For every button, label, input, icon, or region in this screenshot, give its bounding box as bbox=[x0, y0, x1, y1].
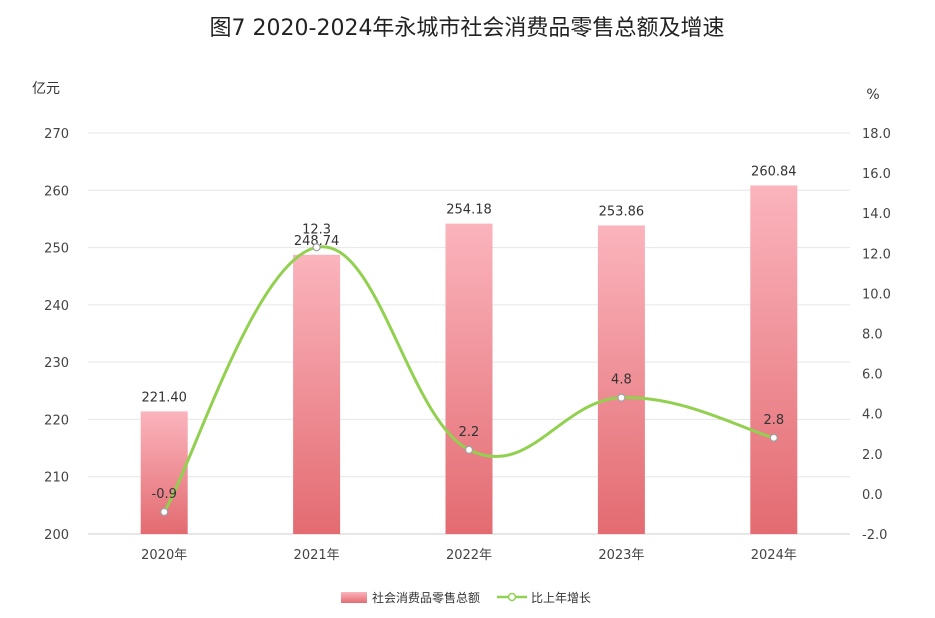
x-tick-label: 2020年 bbox=[141, 548, 187, 563]
left-tick-label: 250 bbox=[44, 242, 69, 257]
right-tick-label: 10.0 bbox=[862, 287, 891, 302]
line-series: -0.9 12.3 2.2 4.8 2.8 bbox=[152, 222, 784, 517]
x-tick-label: 2022年 bbox=[446, 548, 492, 563]
right-tick-label: 16.0 bbox=[862, 167, 891, 182]
line-point bbox=[464, 445, 474, 454]
line-point bbox=[312, 243, 321, 252]
right-tick-label: 4.0 bbox=[862, 408, 883, 423]
legend-bar-label: 社会消费品零售总额 bbox=[372, 590, 480, 605]
line-point bbox=[769, 433, 778, 442]
bar-value-label: 260.84 bbox=[751, 164, 797, 179]
line-value-label: 4.8 bbox=[611, 373, 632, 388]
bar-value-label: 254.18 bbox=[446, 203, 492, 218]
x-tick-label: 2023年 bbox=[598, 548, 644, 563]
bar bbox=[750, 185, 798, 535]
line-value-label: -0.9 bbox=[152, 487, 177, 502]
bar-value-label: 221.40 bbox=[141, 390, 187, 405]
bar bbox=[293, 254, 341, 534]
bar-value-label: 253.86 bbox=[599, 204, 645, 219]
line-value-label: 2.8 bbox=[763, 413, 784, 428]
right-tick-label: 18.0 bbox=[862, 127, 891, 142]
left-tick-label: 230 bbox=[44, 356, 69, 371]
left-axis-unit: 亿元 bbox=[32, 81, 60, 97]
right-tick-label: 6.0 bbox=[862, 368, 883, 383]
x-axis-ticks: 2020年 2021年 2022年 2023年 2024年 bbox=[141, 548, 797, 563]
legend: 社会消费品零售总额 比上年增长 bbox=[341, 590, 591, 605]
right-tick-label: 0.0 bbox=[862, 488, 883, 503]
left-tick-label: 210 bbox=[44, 471, 69, 486]
left-tick-label: 200 bbox=[44, 528, 69, 543]
legend-line-marker bbox=[507, 592, 517, 602]
bar-series: 221.40 248.74 254.18 253.86 260.84 bbox=[140, 164, 798, 535]
left-tick-label: 270 bbox=[44, 127, 69, 142]
left-tick-label: 260 bbox=[44, 184, 69, 199]
right-axis-unit: % bbox=[866, 87, 879, 103]
right-tick-label: 2.0 bbox=[862, 448, 883, 463]
bar bbox=[445, 223, 493, 534]
legend-line-label: 比上年增长 bbox=[531, 591, 591, 605]
right-tick-label: -2.0 bbox=[862, 528, 887, 543]
right-tick-label: 8.0 bbox=[862, 328, 883, 343]
chart-title: 图7 2020-2024年永城市社会消费品零售总额及增速 bbox=[210, 16, 725, 41]
line-point bbox=[160, 507, 169, 517]
x-tick-label: 2021年 bbox=[294, 548, 340, 563]
bar-value-label: 248.74 bbox=[294, 234, 340, 249]
line-point bbox=[617, 393, 626, 402]
left-axis-ticks: 200 210 220 230 240 250 260 270 bbox=[44, 127, 69, 543]
legend-bar-swatch bbox=[341, 592, 367, 603]
right-tick-label: 12.0 bbox=[862, 247, 891, 262]
growth-line bbox=[162, 245, 776, 514]
line-value-label: 12.3 bbox=[302, 222, 331, 237]
right-tick-label: 14.0 bbox=[862, 207, 891, 222]
left-tick-label: 220 bbox=[44, 413, 69, 428]
line-value-label: 2.2 bbox=[459, 425, 480, 440]
x-tick-label: 2024年 bbox=[751, 548, 797, 563]
left-tick-label: 240 bbox=[44, 299, 69, 314]
bar bbox=[597, 225, 645, 534]
right-axis-ticks: -2.0 0.0 2.0 4.0 6.0 8.0 10.0 12.0 14.0 16.0 18.0 bbox=[862, 127, 891, 543]
